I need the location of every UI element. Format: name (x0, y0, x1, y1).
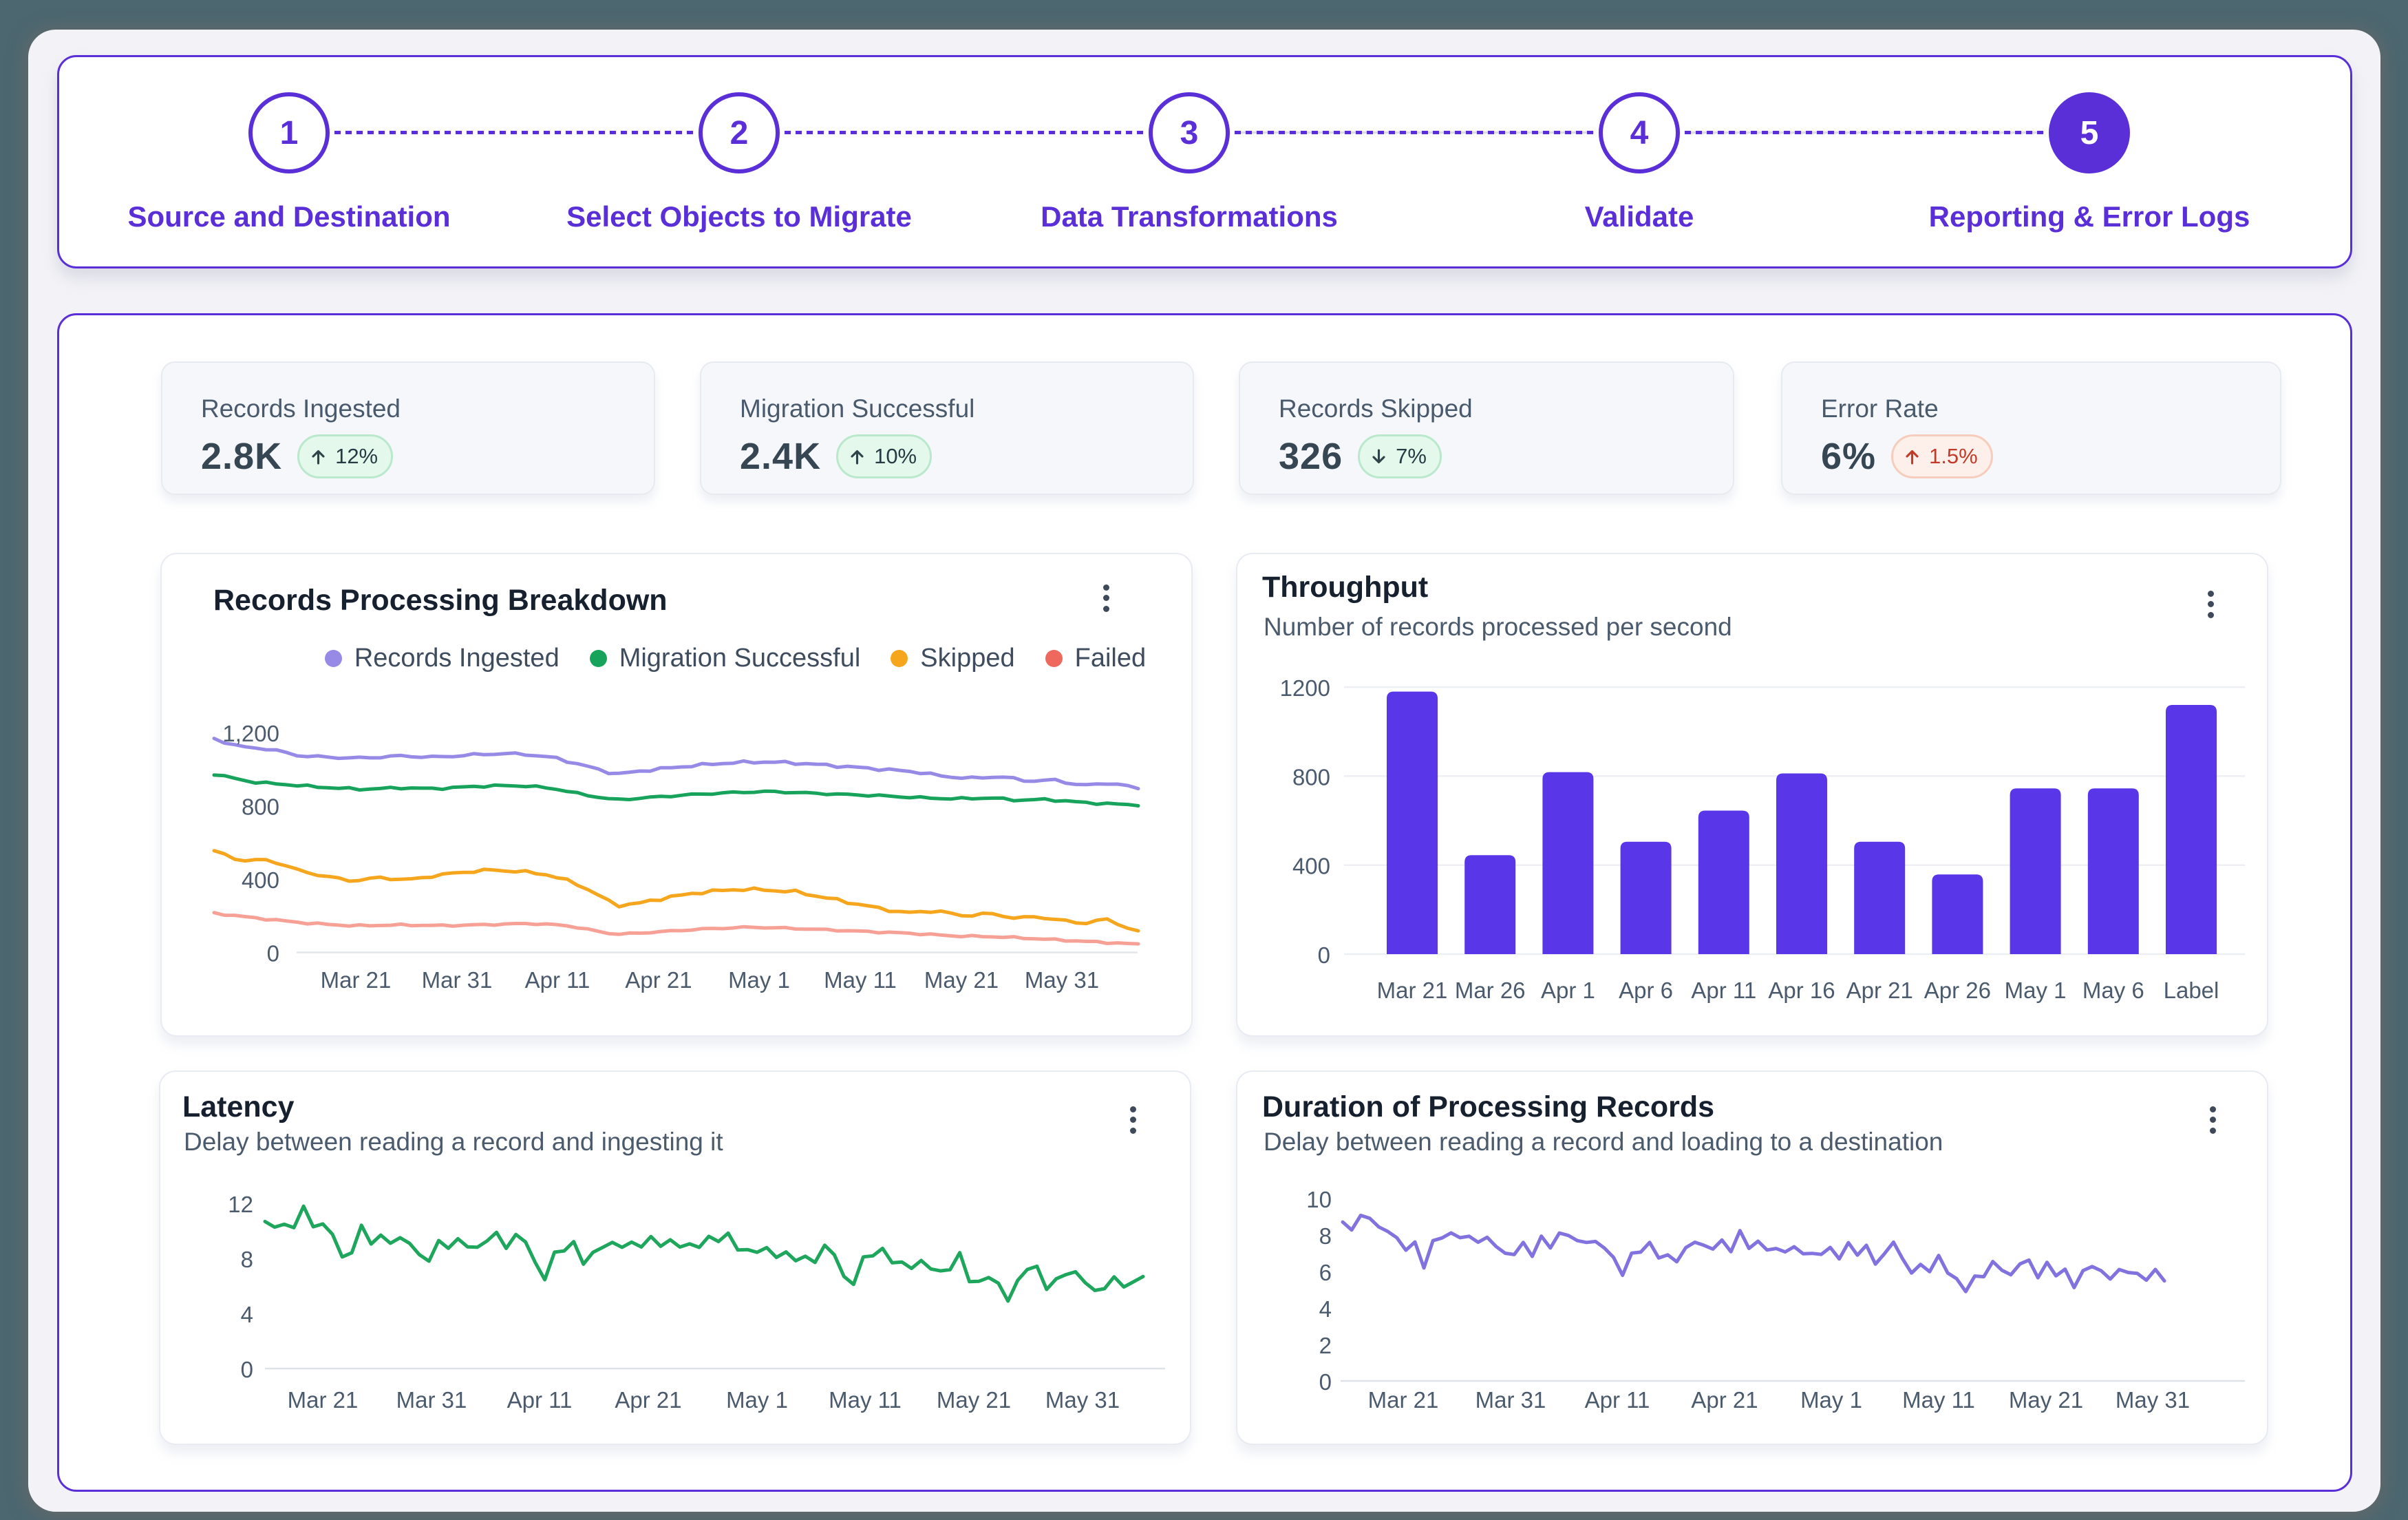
svg-text:8: 8 (241, 1247, 253, 1272)
svg-text:Apr 21: Apr 21 (615, 1387, 681, 1413)
svg-text:Mar 31: Mar 31 (422, 967, 493, 993)
svg-text:Label: Label (2164, 978, 2219, 1003)
svg-text:400: 400 (242, 867, 279, 893)
svg-text:Apr 11: Apr 11 (1585, 1387, 1650, 1413)
svg-text:Apr 6: Apr 6 (1619, 978, 1673, 1003)
svg-text:May 6: May 6 (2082, 978, 2144, 1003)
svg-text:6: 6 (1319, 1260, 1332, 1285)
svg-text:May 11: May 11 (824, 967, 897, 993)
svg-text:0: 0 (241, 1357, 253, 1382)
svg-text:May 1: May 1 (2005, 978, 2067, 1003)
svg-text:May 11: May 11 (1902, 1387, 1975, 1413)
svg-text:Apr 11: Apr 11 (507, 1387, 573, 1413)
svg-text:May 11: May 11 (829, 1387, 902, 1413)
svg-text:Apr 11: Apr 11 (525, 967, 590, 993)
svg-text:May 21: May 21 (2009, 1387, 2083, 1413)
svg-text:800: 800 (1292, 764, 1330, 790)
svg-text:8: 8 (1319, 1223, 1332, 1249)
svg-text:Mar 26: Mar 26 (1455, 978, 1526, 1003)
svg-text:Apr 21: Apr 21 (1846, 978, 1913, 1003)
svg-text:Apr 11: Apr 11 (1691, 978, 1756, 1003)
svg-text:May 21: May 21 (937, 1387, 1011, 1413)
svg-text:May 1: May 1 (1800, 1387, 1862, 1413)
svg-text:Apr 21: Apr 21 (1691, 1387, 1758, 1413)
svg-text:4: 4 (1319, 1296, 1332, 1322)
svg-text:1,200: 1,200 (222, 721, 279, 746)
svg-text:Apr 16: Apr 16 (1768, 978, 1835, 1003)
svg-text:May 31: May 31 (1025, 967, 1099, 993)
svg-text:May 31: May 31 (1045, 1387, 1120, 1413)
svg-text:Apr 1: Apr 1 (1541, 978, 1595, 1003)
svg-text:Mar 21: Mar 21 (288, 1387, 359, 1413)
svg-text:May 1: May 1 (728, 967, 790, 993)
svg-text:Mar 31: Mar 31 (396, 1387, 467, 1413)
svg-text:Mar 21: Mar 21 (1368, 1387, 1439, 1413)
svg-text:Mar 21: Mar 21 (321, 967, 392, 993)
svg-text:Mar 21: Mar 21 (1377, 978, 1448, 1003)
svg-text:Mar 31: Mar 31 (1475, 1387, 1546, 1413)
svg-text:12: 12 (228, 1192, 253, 1217)
svg-text:400: 400 (1292, 854, 1330, 879)
svg-text:Apr 21: Apr 21 (625, 967, 692, 993)
svg-text:10: 10 (1306, 1187, 1332, 1212)
svg-text:0: 0 (1319, 1369, 1332, 1395)
svg-text:0: 0 (267, 941, 279, 967)
svg-text:800: 800 (242, 794, 279, 820)
svg-text:May 1: May 1 (726, 1387, 788, 1413)
svg-text:0: 0 (1318, 942, 1330, 968)
svg-text:4: 4 (241, 1302, 253, 1327)
svg-text:May 31: May 31 (2116, 1387, 2190, 1413)
svg-text:2: 2 (1319, 1333, 1332, 1358)
svg-text:1200: 1200 (1280, 675, 1330, 701)
svg-text:May 21: May 21 (924, 967, 999, 993)
svg-text:Apr 26: Apr 26 (1924, 978, 1991, 1003)
